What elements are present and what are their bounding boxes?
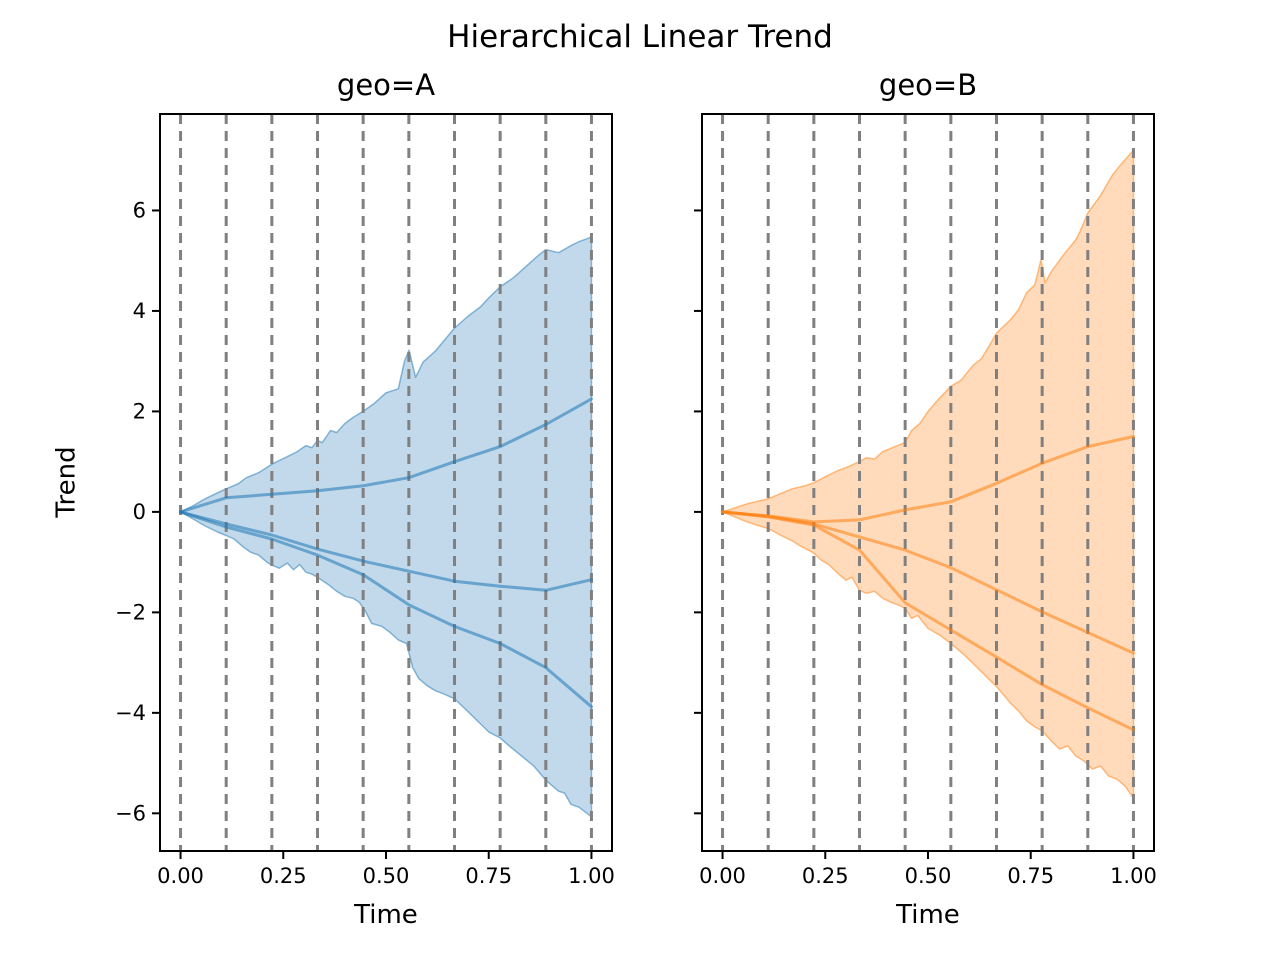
y-tick-label: 0 <box>133 500 146 524</box>
y-tick-label: 6 <box>133 198 146 222</box>
x-tick-label: 0.50 <box>363 864 410 888</box>
y-tick-label: 2 <box>133 399 146 423</box>
x-axis-label-geo-b: Time <box>896 900 960 930</box>
x-tick-label: 0.00 <box>157 864 204 888</box>
subplot-title-geo-b: geo=B <box>878 68 978 102</box>
y-tick-label: 4 <box>133 299 146 323</box>
x-axis-label-geo-a: Time <box>354 900 418 930</box>
x-tick-label: 0.00 <box>699 864 746 888</box>
y-tick-label: −2 <box>115 600 146 624</box>
x-tick-label: 0.25 <box>260 864 307 888</box>
x-tick-label: 0.75 <box>1007 864 1054 888</box>
x-tick-label: 0.75 <box>465 864 512 888</box>
y-tick-label: −4 <box>115 701 146 725</box>
x-tick-label: 0.25 <box>802 864 849 888</box>
trend-line-1 <box>179 397 593 514</box>
subplot-title-geo-a: geo=A <box>336 68 436 102</box>
y-tick-label: −6 <box>115 801 146 825</box>
x-tick-label: 0.50 <box>905 864 952 888</box>
uncertainty-band-geo=A <box>179 236 593 818</box>
x-tick-label: 1.00 <box>568 864 615 888</box>
trend-line-3 <box>721 510 1135 732</box>
uncertainty-band-geo=B <box>721 149 1135 799</box>
figure-title: Hierarchical Linear Trend <box>447 19 833 55</box>
trend-line-3 <box>179 510 593 709</box>
x-tick-label: 1.00 <box>1110 864 1157 888</box>
trend-line-2 <box>179 510 593 592</box>
